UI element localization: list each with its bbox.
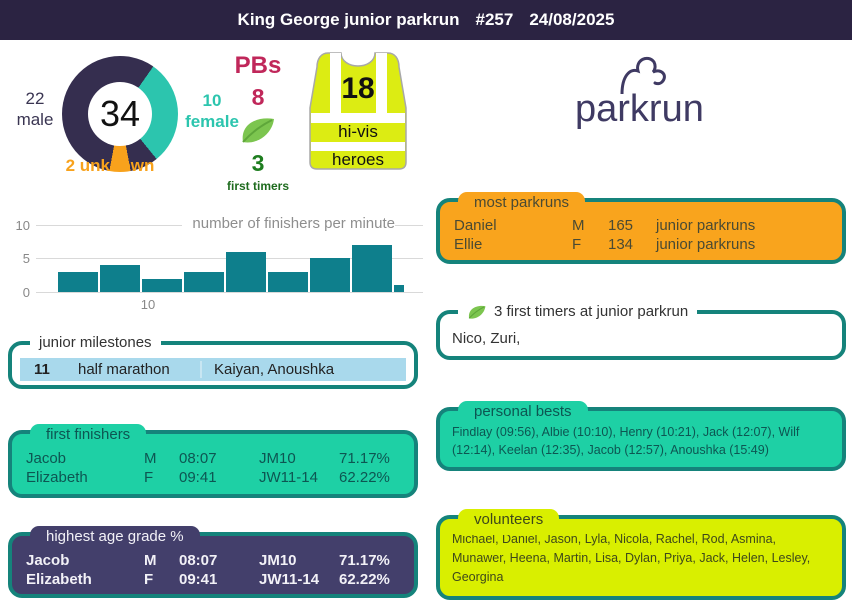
total-finishers-count: 34 <box>99 93 141 134</box>
finishers-per-minute-chart: 10 5 0 number of finishers per minute 10 <box>8 213 423 313</box>
first-timers-count: 3 <box>251 150 265 176</box>
parkrun-tree-icon <box>620 56 666 94</box>
x-tick-10: 10 <box>140 297 156 312</box>
table-row: Elizabeth F 09:41 JW11-14 62.22% <box>26 571 390 588</box>
personal-bests-box: personal bests Findlay (09:56), Albie (1… <box>436 401 846 471</box>
junior-milestones-box: junior milestones 11 half marathon Kaiya… <box>8 333 418 389</box>
parkrun-logo: parkrun <box>560 56 780 136</box>
bar <box>268 272 308 292</box>
table-row: Jacob M 08:07 JM10 71.17% <box>26 552 390 569</box>
milestone-name: half marathon <box>78 361 170 378</box>
first-finishers-rows: Jacob M 08:07 JM10 71.17% Elizabeth F 09… <box>12 434 414 487</box>
event-date: 24/08/2025 <box>529 10 615 29</box>
pb-summary: PBs 8 3 first timers <box>226 52 290 193</box>
unknown-count-label: 2 unknown <box>65 156 155 175</box>
personal-bests-list: Findlay (09:56), Albie (10:10), Henry (1… <box>452 425 800 457</box>
volunteers-box: volunteers Michael, Daniel, Jason, Lyla,… <box>436 509 846 600</box>
hi-vis-word-2: heroes <box>332 150 384 169</box>
event-number: #257 <box>475 10 514 29</box>
milestone-count: 11 <box>34 361 50 378</box>
y-tick-0: 0 <box>22 285 30 300</box>
table-row: Daniel M 165 junior parkruns <box>454 217 756 234</box>
bar <box>226 252 266 292</box>
first-timers-box: 3 first timers at junior parkrun Nico, Z… <box>436 302 846 360</box>
hi-vis-vest-icon: 18 hi-vis heroes <box>306 50 410 177</box>
female-count-label: 10 female <box>185 91 239 132</box>
pbs-count: 8 <box>251 84 265 110</box>
most-parkruns-tab: most parkruns <box>458 192 586 218</box>
pbs-heading: PBs <box>234 52 282 79</box>
first-finishers-box: first finishers Jacob M 08:07 JM10 71.17… <box>8 424 418 498</box>
y-tick-5: 5 <box>22 251 30 266</box>
event-title: King George junior parkrun <box>237 10 460 29</box>
y-tick-10: 10 <box>15 218 30 233</box>
bar <box>394 285 404 292</box>
volunteers-list: Michael, Daniel, Jason, Lyla, Nicola, Ra… <box>452 532 811 584</box>
gridline-0 <box>36 292 423 293</box>
highest-age-grade-rows: Jacob M 08:07 JM10 71.17% Elizabeth F 09… <box>12 536 414 589</box>
table-row: Elizabeth F 09:41 JW11-14 62.22% <box>26 469 390 486</box>
volunteers-tab: volunteers <box>458 509 560 535</box>
milestone-runners: Kaiyan, Anoushka <box>200 361 406 378</box>
first-timers-label: first timers <box>226 179 290 193</box>
first-timers-names: Nico, Zuri, <box>452 330 521 347</box>
most-parkruns-rows: Daniel M 165 junior parkruns Ellie F 134… <box>440 202 842 254</box>
bar <box>142 279 182 292</box>
bar <box>184 272 224 292</box>
hi-vis-word-1: hi-vis <box>338 122 378 141</box>
donut-center: 34 <box>88 82 152 146</box>
bar <box>310 258 350 292</box>
header-bar: King George junior parkrun #257 24/08/20… <box>0 0 852 40</box>
personal-bests-tab: personal bests <box>458 401 588 427</box>
most-parkruns-box: most parkruns Daniel M 165 junior parkru… <box>436 192 846 264</box>
gender-donut-chart: 34 <box>62 56 178 172</box>
bar <box>100 265 140 292</box>
junior-milestones-title: junior milestones <box>30 333 161 353</box>
first-finishers-tab: first finishers <box>30 424 147 450</box>
table-row: Jacob M 08:07 JM10 71.17% <box>26 450 390 467</box>
hi-vis-count: 18 <box>341 72 374 105</box>
first-timers-title: 3 first timers at junior parkrun <box>458 302 698 322</box>
male-count-label: 22 male <box>16 89 54 130</box>
milestone-row: 11 half marathon Kaiyan, Anoushka <box>20 358 406 381</box>
bar <box>352 245 392 292</box>
highest-age-grade-tab: highest age grade % <box>30 526 200 552</box>
table-row: Ellie F 134 junior parkruns <box>454 236 756 253</box>
leaf-icon <box>468 305 486 319</box>
bar <box>58 272 98 292</box>
chart-title: number of finishers per minute <box>182 215 395 232</box>
highest-age-grade-box: highest age grade % Jacob M 08:07 JM10 7… <box>8 526 418 598</box>
parkrun-wordmark: parkrun <box>575 88 704 130</box>
leaf-icon <box>226 115 290 150</box>
